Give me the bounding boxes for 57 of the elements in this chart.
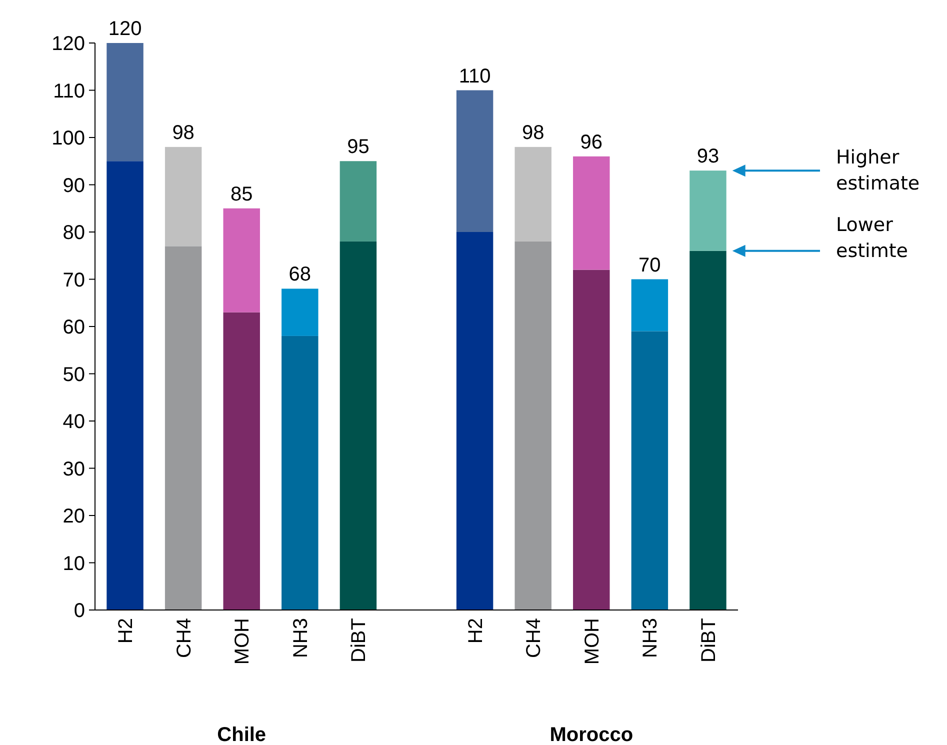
- y-tick-label: 110: [53, 80, 85, 102]
- bar: [456, 232, 494, 610]
- bar: [631, 331, 668, 610]
- bar: [164, 246, 202, 610]
- bar: [106, 161, 144, 610]
- x-tick-label: H2: [115, 618, 138, 644]
- total-label: 95: [347, 136, 370, 158]
- bar: [340, 241, 377, 610]
- bar: [573, 156, 610, 270]
- bar: [223, 208, 260, 312]
- y-tick-label: 10: [62, 552, 85, 575]
- x-tick-label: CH4: [523, 618, 546, 658]
- bar: [631, 279, 668, 332]
- bar: [573, 270, 610, 610]
- x-tick-label: CH4: [173, 618, 196, 658]
- x-tick-label: NH3: [290, 618, 312, 658]
- y-tick-label: 40: [62, 411, 85, 433]
- bar: [282, 336, 318, 610]
- x-tick-label: DiBT: [348, 618, 370, 662]
- x-tick-label: MOH: [581, 618, 604, 665]
- total-label: 98: [522, 122, 544, 144]
- y-tick-label: 30: [62, 458, 85, 480]
- y-tick-label: 50: [62, 364, 85, 386]
- total-label: 85: [230, 183, 253, 206]
- y-tick-label: 80: [62, 222, 85, 244]
- y-tick-label: 100: [52, 128, 85, 150]
- bar: [690, 250, 726, 610]
- y-tick-label: 120: [52, 33, 85, 55]
- total-label: 96: [580, 131, 603, 154]
- bar: [456, 90, 494, 232]
- y-tick-label: 70: [62, 269, 85, 292]
- total-label: 70: [638, 254, 661, 276]
- y-tick-label: 90: [62, 174, 85, 197]
- bar: [514, 241, 552, 610]
- text: Morocco: [550, 724, 634, 745]
- bar: [514, 146, 552, 242]
- y-tick-label: 20: [62, 506, 85, 528]
- x-tick-label: MOH: [232, 618, 254, 665]
- total-label: 93: [696, 146, 720, 168]
- x-tick-label: H2: [464, 618, 487, 644]
- total-label: 98: [172, 122, 194, 144]
- text: Higher estimate: [836, 146, 920, 195]
- x-tick-label: NH3: [640, 618, 662, 658]
- y-tick-label: 60: [62, 316, 85, 338]
- total-label: 110: [458, 65, 491, 88]
- x-tick-label: DiBT: [698, 618, 720, 662]
- bar: [282, 288, 318, 336]
- total-label: 68: [288, 264, 312, 286]
- bar: [164, 146, 202, 246]
- bar: [106, 43, 144, 162]
- text: Chile: [217, 724, 266, 745]
- bar: [340, 161, 377, 242]
- total-label: 120: [108, 18, 142, 40]
- bar: [223, 312, 260, 610]
- y-tick-label: 0: [74, 600, 85, 622]
- text: Lower estimte: [836, 214, 908, 262]
- bar: [690, 170, 726, 251]
